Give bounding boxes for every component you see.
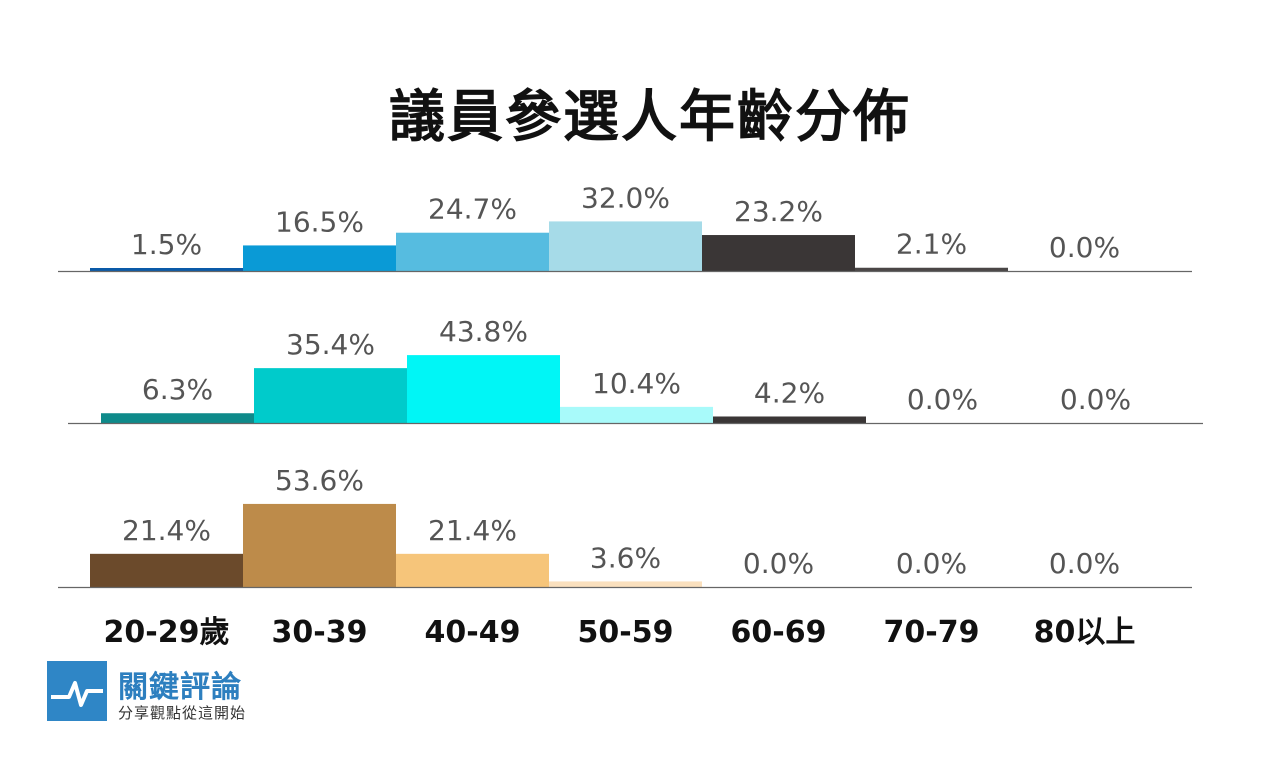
data-label: 0.0% — [907, 383, 978, 416]
bar — [90, 553, 243, 587]
bar — [396, 232, 549, 271]
data-label: 4.2% — [754, 376, 825, 409]
brand-slogan: 分享觀點從這開始 — [118, 704, 247, 722]
bar — [101, 413, 254, 423]
bar — [243, 245, 396, 271]
bar — [549, 221, 702, 271]
data-label: 2.1% — [896, 228, 967, 261]
data-label: 16.5% — [275, 205, 364, 238]
bar — [855, 267, 1008, 271]
data-label: 21.4% — [428, 514, 517, 547]
x-tick-label: 80以上 — [1034, 615, 1136, 650]
bar — [407, 355, 560, 423]
data-label: 6.3% — [142, 373, 213, 406]
data-label: 3.6% — [590, 541, 661, 574]
data-label: 43.8% — [439, 315, 528, 348]
bar — [713, 416, 866, 423]
x-tick-label: 70-79 — [884, 615, 980, 650]
bar — [560, 406, 713, 423]
x-tick-label: 20-29歲 — [104, 615, 230, 650]
bar — [396, 553, 549, 587]
data-label: 10.4% — [592, 367, 681, 400]
data-label: 0.0% — [1049, 547, 1120, 580]
chart-title: 議員參選人年齡分佈 — [389, 85, 911, 150]
data-label: 24.7% — [428, 193, 517, 226]
data-label: 35.4% — [286, 328, 375, 361]
brand-name: 關鍵評論 — [118, 670, 242, 705]
bar — [254, 368, 407, 423]
x-tick-label: 40-49 — [425, 615, 521, 650]
x-tick-label: 30-39 — [272, 615, 368, 650]
x-tick-label: 60-69 — [731, 615, 827, 650]
x-tick-label: 50-59 — [578, 615, 674, 650]
data-label: 0.0% — [1049, 231, 1120, 264]
data-label: 0.0% — [743, 547, 814, 580]
data-label: 53.6% — [275, 464, 364, 497]
data-label: 0.0% — [1060, 383, 1131, 416]
data-label: 23.2% — [734, 195, 823, 228]
logo-icon — [47, 661, 107, 721]
data-label: 1.5% — [131, 228, 202, 261]
bar — [90, 268, 243, 271]
bar — [549, 581, 702, 587]
bar — [702, 235, 855, 271]
data-label: 21.4% — [122, 514, 211, 547]
bar — [243, 503, 396, 587]
data-label: 0.0% — [896, 547, 967, 580]
data-label: 32.0% — [581, 181, 670, 214]
